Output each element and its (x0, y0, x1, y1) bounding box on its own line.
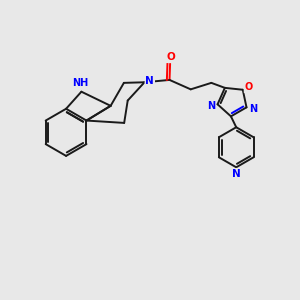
Text: O: O (244, 82, 253, 92)
Text: NH: NH (72, 79, 88, 88)
Text: N: N (232, 169, 241, 179)
Text: N: N (249, 104, 257, 114)
Text: N: N (207, 101, 215, 111)
Text: O: O (166, 52, 175, 62)
Text: N: N (146, 76, 154, 86)
